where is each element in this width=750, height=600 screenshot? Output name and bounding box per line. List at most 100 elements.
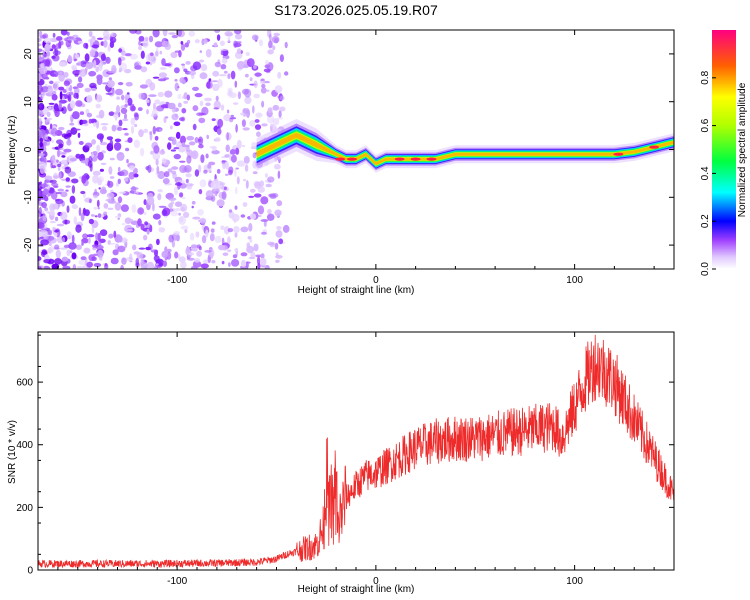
spectrogram-noise-blob [86, 94, 93, 104]
spectrogram-noise-blob [230, 114, 234, 118]
spectrogram-noise-blob [211, 150, 220, 155]
spectrogram-noise-blob [98, 109, 105, 119]
spectrogram-noise-blob [95, 94, 103, 103]
spectrogram-noise-blob [44, 196, 49, 202]
spectrogram-noise-blob [176, 30, 182, 37]
spectrogram-noise-blob [199, 50, 202, 53]
colorbar-gradient [712, 30, 736, 269]
spectrogram-noise-blob [254, 181, 261, 189]
spectrogram-noise-blob [46, 111, 51, 117]
spectrogram-noise-blob [257, 205, 265, 215]
spectrogram-noise-blob [81, 175, 87, 184]
spectrogram-noise-blob [164, 90, 173, 98]
spectrogram-noise-blob [181, 63, 185, 66]
spectrogram-noise-blob [228, 209, 233, 213]
spectrogram-noise-blob [134, 65, 143, 70]
spectrogram-noise-blob [210, 228, 215, 233]
spectrogram-noise-blob [151, 108, 158, 117]
spectrogram-noise-blob [73, 92, 79, 99]
spectrogram-noise-blob [219, 48, 228, 51]
spectrogram-noise-blob [235, 147, 240, 155]
spectrogram-noise-blob [91, 225, 95, 234]
spectrogram-noise-blob [158, 72, 167, 78]
spectrogram-noise-blob [48, 102, 55, 105]
spectrogram-noise-blob [110, 189, 114, 194]
spectrogram-noise-blob [113, 111, 119, 115]
spectrogram-noise-blob [152, 213, 161, 220]
spectrogram-ridge [256, 119, 674, 173]
spectrogram-noise-blob [245, 73, 249, 78]
spectrogram-noise-blob [261, 100, 265, 108]
spectrogram-noise-blob [227, 236, 231, 245]
spectrogram-noise-blob [215, 95, 219, 102]
spectrogram-noise-blob [168, 234, 174, 243]
spectrogram-noise-blob [152, 76, 160, 79]
spectrogram-noise-blob [65, 177, 71, 182]
spectrogram-noise-blob [41, 202, 47, 208]
spectrogram-noise-blob [252, 152, 257, 159]
spectrogram-noise-blob [181, 108, 187, 114]
colorbar-ticks: 0.0 0.2 0.4 0.6 0.8 [700, 70, 716, 276]
spectrogram-noise-blob [228, 166, 234, 174]
spectrogram-noise-blob [66, 85, 70, 93]
spectrogram-noise-blob [146, 196, 155, 206]
spectrogram-noise-blob [254, 119, 260, 123]
spectrogram-noise-blob [38, 216, 42, 219]
spectrogram-noise-blob [74, 40, 78, 44]
spectrogram-noise-blob [219, 40, 225, 47]
spectrogram-noise-blob [144, 36, 149, 42]
spectrogram-noise-blob [105, 56, 111, 64]
spectrogram-noise-blob [53, 229, 60, 233]
spectrogram-noise-blob [199, 217, 207, 225]
spectrogram-noise-blob [227, 87, 233, 94]
spectrogram-noise-blob [198, 144, 204, 149]
spectrogram-noise-blob [66, 129, 72, 139]
spectrogram-noise-blob [99, 168, 104, 172]
spectrogram-noise-blob [220, 225, 225, 230]
spectrogram-noise-blob [209, 233, 215, 242]
spectrogram-noise-blob [213, 42, 218, 47]
spectrogram-noise-blob [148, 35, 154, 43]
colorbar-tick-label: 0.6 [700, 118, 711, 132]
spectrogram-noise-blob [63, 244, 71, 249]
spectrogram-noise-blob [203, 259, 209, 265]
spectrogram-noise-blob [265, 59, 269, 66]
spectrogram-noise-blob [244, 96, 252, 105]
spectrogram-noise-blob [45, 210, 52, 213]
spectrogram-noise-blob [75, 100, 83, 107]
spectrogram-noise-blob [134, 123, 138, 128]
spectrogram-noise-blob [131, 204, 137, 213]
spectrogram-noise-blob [275, 230, 283, 238]
spectrogram-noise-blob [91, 139, 96, 145]
spectrogram-noise-blob [274, 242, 279, 250]
spectrogram-noise-blob [137, 107, 143, 112]
spectrogram-noise-blob [124, 217, 132, 224]
spectrogram-noise-blob [171, 166, 179, 170]
spectrogram-noise-blob [129, 30, 138, 34]
spectrogram-noise-blob [56, 191, 62, 195]
spectrogram-noise-blob [58, 143, 64, 149]
spectrogram-noise-blob [79, 68, 87, 77]
spectrogram-noise-blob [223, 226, 230, 235]
spectrogram-noise-blob [210, 80, 213, 83]
spectrogram-noise-blob [124, 229, 134, 232]
spectrogram-y-label: Frequency (Hz) [7, 116, 18, 185]
spectrogram-noise-blob [224, 31, 233, 37]
spectrogram-noise-blob [155, 158, 159, 166]
snr-x-ticks: -100 0 100 [57, 332, 675, 587]
spectrogram-noise-blob [103, 211, 108, 216]
spectrogram-noise-blob [110, 32, 117, 37]
spectrogram-noise-blob [261, 123, 268, 127]
spectrogram-noise-blob [136, 191, 139, 195]
spectrogram-noise-blob [194, 39, 200, 44]
spectrogram-noise-blob [234, 33, 243, 40]
spectrogram-noise-blob [113, 113, 119, 119]
spectrogram-noise-blob [174, 186, 178, 196]
spectrogram-noise-blob [66, 205, 70, 213]
spectrogram-noise-blob [216, 199, 225, 207]
spectrogram-noise-blob [143, 199, 147, 206]
spectrogram-noise-blob [66, 31, 70, 36]
spectrogram-noise-blob [277, 170, 281, 179]
spectrogram-noise-blob [199, 179, 207, 188]
spectrogram-noise-blob [57, 163, 62, 167]
